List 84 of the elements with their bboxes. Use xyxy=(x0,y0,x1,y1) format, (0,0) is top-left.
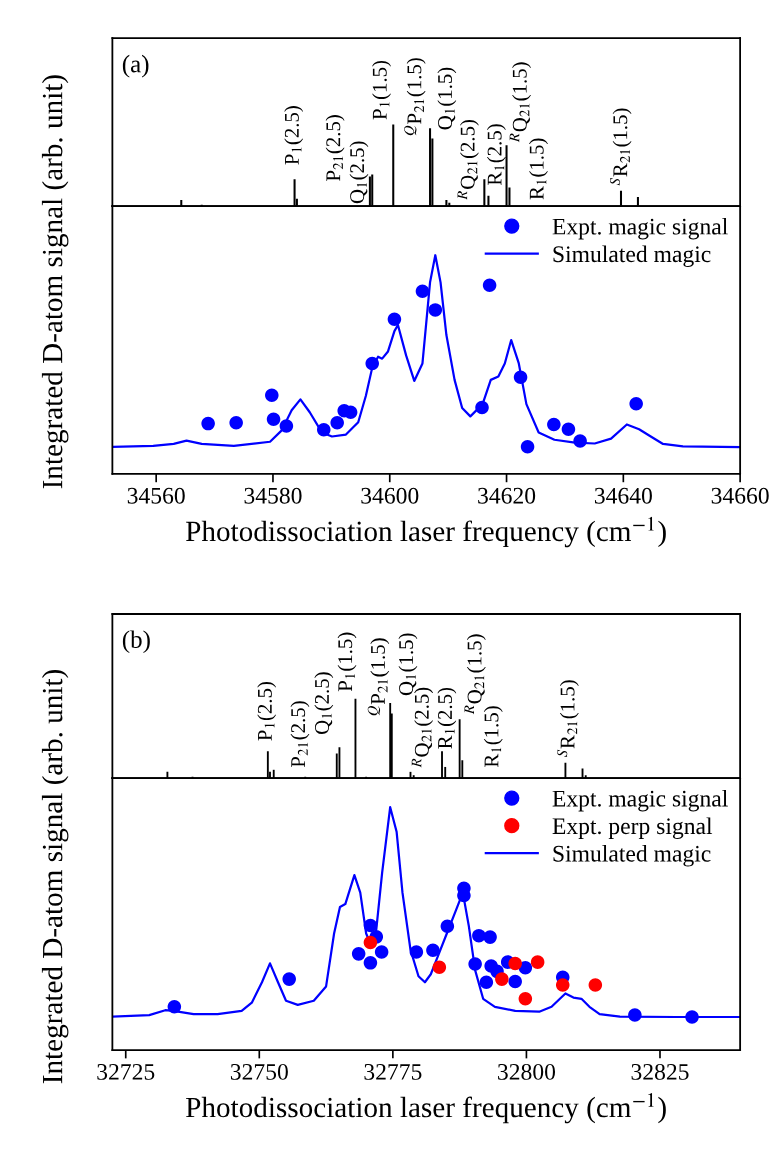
point xyxy=(363,935,378,950)
text: P$_{1}$(1.5) xyxy=(372,60,391,120)
point xyxy=(573,434,587,448)
point xyxy=(508,956,522,971)
annotation: P$_{21}$(2.5) xyxy=(325,115,345,181)
point xyxy=(479,975,494,990)
point xyxy=(279,419,294,433)
x-tick-label: 34640 xyxy=(594,487,652,504)
annotation: $^{Q}$P$_{21}$(1.5) xyxy=(404,58,426,136)
point xyxy=(555,978,570,992)
annotation: Q$_{1}$(2.5) xyxy=(314,672,334,735)
annotation: $^{R}$Q$_{21}$(1.5) xyxy=(509,62,531,143)
point xyxy=(518,992,533,1006)
point xyxy=(432,960,447,974)
x-tick-label: 34560 xyxy=(127,487,185,504)
legend-label: Simulated magic xyxy=(553,245,711,267)
point xyxy=(628,1008,642,1022)
legend-label: Expt. perp signal xyxy=(552,817,713,839)
point xyxy=(495,972,509,986)
point xyxy=(530,955,545,969)
point xyxy=(561,422,576,437)
annotation: P$_{21}$(2.5) xyxy=(290,701,310,768)
annotation: R$_{1}$(2.5) xyxy=(486,124,506,186)
point xyxy=(520,440,535,454)
point xyxy=(440,919,455,933)
y-axis-title: Integrated D-atom signal (arb. unit) xyxy=(41,75,69,489)
point xyxy=(513,370,528,385)
point xyxy=(317,422,331,437)
point xyxy=(387,312,402,327)
x-tick-label: 34620 xyxy=(478,487,536,504)
point xyxy=(472,928,486,943)
point xyxy=(330,415,344,430)
x-tick-label: 32750 xyxy=(230,1063,288,1080)
annotation: P$_{1}$(2.5) xyxy=(284,106,304,165)
point xyxy=(229,415,243,430)
point xyxy=(374,945,389,959)
x-axis-title: Photodissociation laser frequency (cm$^{−1}$) xyxy=(186,516,666,548)
annotation: Q$_{1}$(2.5) xyxy=(349,141,369,204)
point xyxy=(685,1010,699,1024)
point xyxy=(475,400,489,415)
annotation: Q$_{1}$(1.5) xyxy=(437,67,457,130)
legend-label: Expt. magic signal xyxy=(552,217,728,240)
point xyxy=(426,943,440,957)
x-tick-label: 34580 xyxy=(244,487,302,504)
point xyxy=(588,978,603,992)
x-tick-label: 34600 xyxy=(361,487,419,504)
point xyxy=(265,388,279,402)
point xyxy=(482,278,497,292)
text: P$_{1}$(1.5) xyxy=(337,632,357,692)
point xyxy=(363,918,378,933)
x-tick-label: 32800 xyxy=(498,1063,556,1080)
annotation: R$_{1}$(1.5) xyxy=(529,138,548,200)
text: (b) xyxy=(122,630,150,654)
point xyxy=(351,947,366,961)
point xyxy=(363,956,378,970)
annotation: R$_{1}$(2.5) xyxy=(437,687,457,749)
legend-label: Simulated magic xyxy=(553,845,711,867)
point xyxy=(365,356,379,371)
x-tick-label: 32825 xyxy=(631,1063,689,1080)
point xyxy=(508,974,522,989)
annotation: $^{R}$Q$_{21}$(2.5) xyxy=(457,119,479,200)
text: (a) xyxy=(122,54,149,78)
point xyxy=(266,412,281,426)
point xyxy=(629,396,643,411)
annotation: R$_{1}$(1.5) xyxy=(483,706,503,768)
point xyxy=(201,416,215,431)
point xyxy=(468,957,482,971)
x-tick-label: 32775 xyxy=(364,1063,422,1080)
x-tick-label: 32725 xyxy=(97,1063,155,1080)
point xyxy=(167,1000,182,1014)
point xyxy=(428,303,443,317)
annotation: $^{S}$R$_{21}$(1.5) xyxy=(557,680,579,757)
annotation: $^{Q}$P$_{21}$(1.5) xyxy=(367,638,390,716)
point xyxy=(282,972,296,986)
point xyxy=(415,284,430,299)
annotation: $^{S}$R$_{21}$(1.5) xyxy=(610,108,632,186)
point xyxy=(409,945,424,959)
legend-label: Expt. magic signal xyxy=(552,789,728,812)
x-tick-label: 34660 xyxy=(711,487,769,504)
point xyxy=(483,930,497,944)
x-axis-title: Photodissociation laser frequency (cm$^{−1}$) xyxy=(186,1092,666,1124)
y-axis-title: Integrated D-atom signal (arb. unit) xyxy=(41,670,69,1084)
annotation: P$_{1}$(2.5) xyxy=(257,682,277,741)
point xyxy=(547,417,561,432)
